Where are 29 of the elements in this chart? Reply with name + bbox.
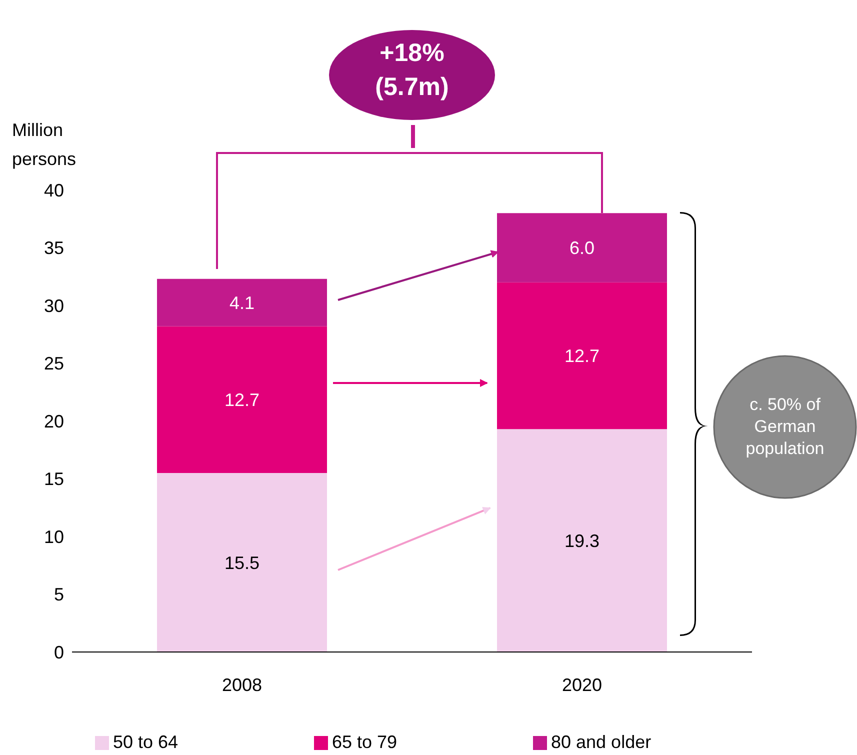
y-tick-label: 20: [44, 411, 64, 432]
data-label: 15.5: [224, 552, 260, 573]
bar: [157, 472, 327, 652]
bar: [497, 282, 667, 430]
annotation: c. 50% of German population: [744, 394, 826, 460]
data-label: 19.3: [564, 530, 600, 551]
text: +18% (5.7m): [374, 38, 450, 103]
legend-label: 65 to 79: [332, 732, 398, 753]
x-tick-label: 2008: [222, 674, 262, 695]
y-tick-label: 25: [44, 354, 64, 374]
y-tick-label: 30: [44, 296, 64, 316]
x-tick-label: 2020: [562, 674, 602, 695]
bar: [157, 278, 327, 326]
y-tick-label: 15: [44, 469, 64, 490]
legend-label: 80 and older: [551, 732, 652, 753]
bar: [157, 326, 327, 473]
y-axis-title: Million persons: [12, 119, 78, 171]
y-tick-label: 40: [44, 180, 64, 200]
data-label: 12.7: [224, 390, 260, 410]
bar: [497, 213, 667, 282]
data-label: 4.1: [229, 293, 255, 314]
data-label: 6.0: [569, 238, 595, 258]
data-label: 12.7: [564, 346, 600, 366]
y-tick-label: 5: [54, 584, 64, 605]
y-tick-label: 0: [54, 642, 64, 662]
legend-label: 50 to 64: [113, 732, 178, 753]
y-tick-label: 35: [44, 238, 64, 258]
y-tick-label: 10: [44, 526, 64, 547]
bar: [497, 429, 667, 652]
